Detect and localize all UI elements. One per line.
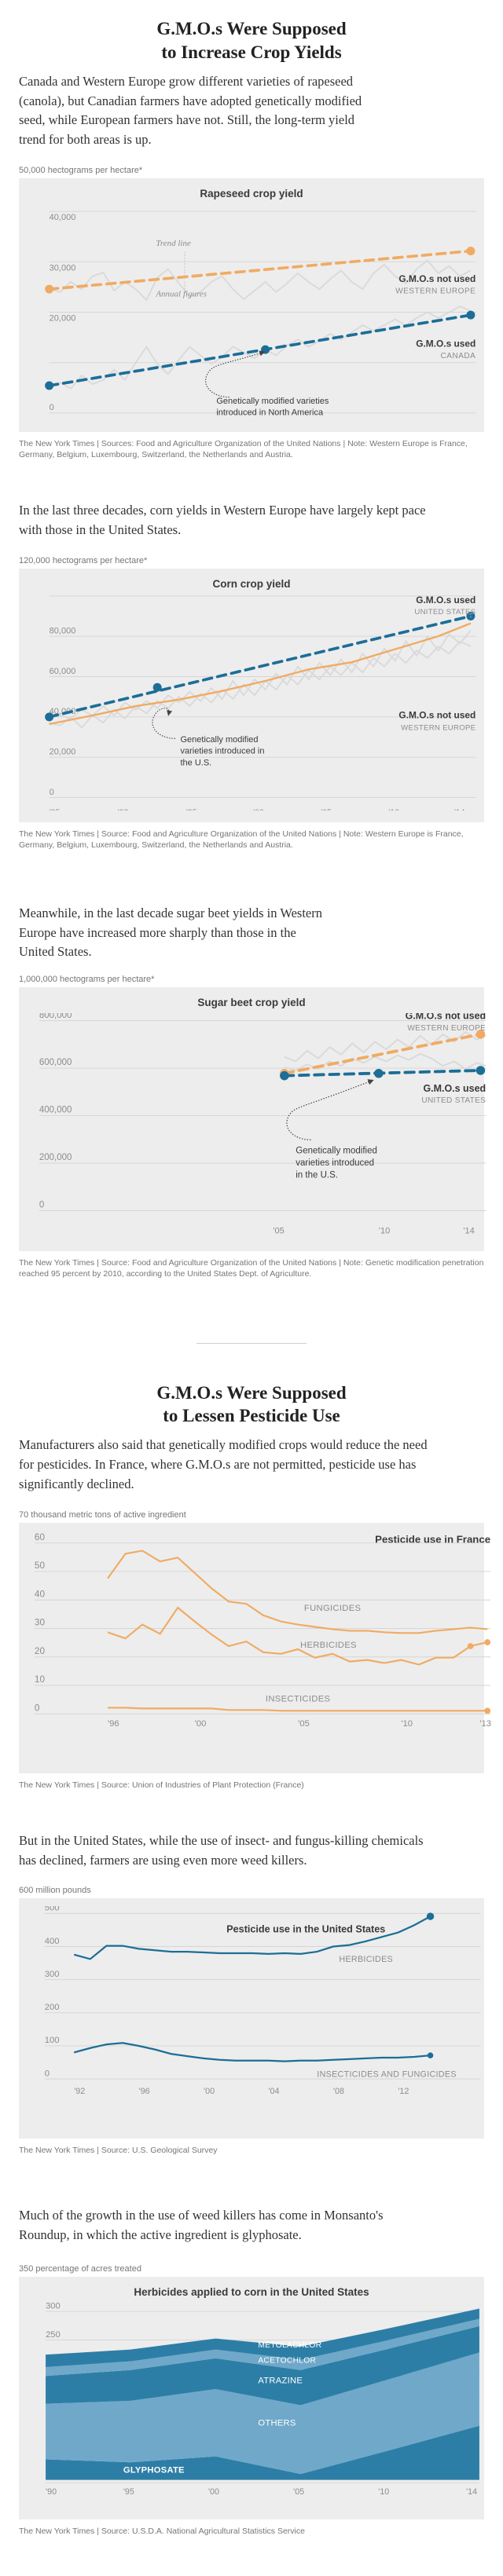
svg-text:GLYPHOSATE: GLYPHOSATE bbox=[123, 2465, 185, 2475]
svg-text:'96: '96 bbox=[108, 1719, 119, 1729]
svg-text:'14: '14 bbox=[463, 1227, 474, 1236]
svg-text:FUNGICIDES: FUNGICIDES bbox=[304, 1604, 361, 1613]
svg-text:500: 500 bbox=[45, 1906, 60, 1913]
svg-text:Pesticide use in France: Pesticide use in France bbox=[375, 1533, 490, 1545]
svg-text:varieties introduced in: varieties introduced in bbox=[181, 746, 265, 756]
svg-text:'90: '90 bbox=[46, 2487, 57, 2497]
svg-text:Pesticide use in the United St: Pesticide use in the United States bbox=[226, 1924, 385, 1935]
svg-text:100: 100 bbox=[45, 2036, 60, 2045]
svg-text:'10: '10 bbox=[378, 2487, 389, 2497]
svg-text:30: 30 bbox=[35, 1617, 46, 1627]
svg-text:0: 0 bbox=[39, 1201, 44, 1210]
svg-text:in the U.S.: in the U.S. bbox=[296, 1170, 338, 1180]
svg-text:'05: '05 bbox=[321, 807, 332, 810]
svg-text:G.M.O.s used: G.M.O.s used bbox=[416, 338, 475, 349]
svg-text:Genetically modified: Genetically modified bbox=[296, 1147, 377, 1156]
svg-text:0: 0 bbox=[45, 2069, 50, 2079]
svg-text:'14: '14 bbox=[454, 807, 465, 810]
svg-text:200: 200 bbox=[45, 2003, 60, 2012]
svg-text:80,000: 80,000 bbox=[50, 626, 76, 635]
svg-text:Genetically modified: Genetically modified bbox=[181, 735, 259, 745]
svg-text:0: 0 bbox=[50, 787, 54, 796]
svg-text:'12: '12 bbox=[398, 2087, 409, 2096]
svg-text:varieties introduced: varieties introduced bbox=[296, 1158, 374, 1168]
svg-text:'10: '10 bbox=[401, 1719, 413, 1729]
svg-text:UNITED STATES: UNITED STATES bbox=[421, 1096, 486, 1105]
svg-text:50: 50 bbox=[35, 1561, 46, 1571]
svg-text:INSECTICIDES: INSECTICIDES bbox=[266, 1694, 330, 1703]
svg-text:Annual figures: Annual figures bbox=[155, 289, 207, 298]
svg-text:G.M.O.s not used: G.M.O.s not used bbox=[398, 709, 475, 720]
svg-text:250: 250 bbox=[46, 2330, 61, 2340]
svg-text:'05: '05 bbox=[273, 1227, 284, 1236]
svg-text:ATRAZINE: ATRAZINE bbox=[258, 2376, 303, 2385]
svg-text:G.M.O.s not used: G.M.O.s not used bbox=[406, 1013, 486, 1022]
svg-text:the U.S.: the U.S. bbox=[181, 758, 212, 767]
svg-text:'85: '85 bbox=[50, 807, 61, 810]
svg-text:40: 40 bbox=[35, 1589, 46, 1599]
svg-text:WESTERN EUROPE: WESTERN EUROPE bbox=[395, 287, 475, 295]
svg-text:10: 10 bbox=[35, 1674, 46, 1685]
svg-text:G.M.O.s not used: G.M.O.s not used bbox=[398, 273, 475, 284]
svg-text:400: 400 bbox=[45, 1937, 60, 1946]
svg-text:300: 300 bbox=[45, 1970, 60, 1979]
svg-text:0: 0 bbox=[35, 1703, 40, 1713]
svg-text:0: 0 bbox=[50, 403, 54, 412]
svg-text:'05: '05 bbox=[298, 1719, 310, 1729]
svg-text:60: 60 bbox=[35, 1531, 46, 1542]
svg-text:60,000: 60,000 bbox=[50, 666, 76, 675]
svg-text:Genetically modified varieties: Genetically modified varieties bbox=[216, 397, 329, 406]
svg-text:METOLACHLOR: METOLACHLOR bbox=[258, 2341, 321, 2350]
svg-text:Trend line: Trend line bbox=[156, 239, 191, 248]
svg-text:'10: '10 bbox=[388, 807, 399, 810]
svg-text:'96: '96 bbox=[139, 2087, 150, 2096]
svg-text:'00: '00 bbox=[195, 1719, 207, 1729]
svg-text:'10: '10 bbox=[379, 1227, 390, 1236]
svg-text:introduced in North America: introduced in North America bbox=[216, 408, 324, 417]
svg-text:300: 300 bbox=[46, 2303, 61, 2311]
svg-text:'05: '05 bbox=[293, 2487, 304, 2497]
svg-text:'04: '04 bbox=[268, 2087, 279, 2096]
svg-text:HERBICIDES: HERBICIDES bbox=[300, 1641, 357, 1650]
svg-text:'00: '00 bbox=[204, 2087, 215, 2096]
svg-text:'13: '13 bbox=[479, 1719, 491, 1729]
svg-text:ACETOCHLOR: ACETOCHLOR bbox=[258, 2356, 316, 2365]
svg-text:800,000: 800,000 bbox=[39, 1013, 72, 1020]
svg-text:400,000: 400,000 bbox=[39, 1106, 72, 1115]
svg-text:'08: '08 bbox=[333, 2087, 344, 2096]
svg-text:600,000: 600,000 bbox=[39, 1058, 72, 1067]
svg-text:'90: '90 bbox=[118, 807, 129, 810]
svg-text:WESTERN EUROPE: WESTERN EUROPE bbox=[407, 1024, 486, 1033]
svg-text:'00: '00 bbox=[253, 807, 264, 810]
svg-text:WESTERN EUROPE: WESTERN EUROPE bbox=[401, 723, 475, 732]
svg-text:'92: '92 bbox=[74, 2087, 85, 2096]
svg-text:20,000: 20,000 bbox=[50, 313, 76, 323]
svg-text:G.M.O.s used: G.M.O.s used bbox=[423, 1083, 486, 1094]
svg-text:INSECTICIDES AND FUNGICIDES: INSECTICIDES AND FUNGICIDES bbox=[317, 2070, 456, 2080]
svg-text:'00: '00 bbox=[208, 2487, 219, 2497]
svg-text:'14: '14 bbox=[466, 2487, 477, 2497]
svg-text:HERBICIDES: HERBICIDES bbox=[339, 1955, 393, 1964]
svg-text:'95: '95 bbox=[186, 807, 197, 810]
svg-text:30,000: 30,000 bbox=[50, 263, 76, 273]
svg-text:40,000: 40,000 bbox=[50, 213, 76, 222]
svg-text:G.M.O.s used: G.M.O.s used bbox=[416, 595, 475, 606]
svg-text:UNITED STATES: UNITED STATES bbox=[414, 607, 475, 616]
svg-text:CANADA: CANADA bbox=[441, 352, 476, 360]
svg-text:20,000: 20,000 bbox=[50, 747, 76, 756]
svg-text:'95: '95 bbox=[123, 2487, 134, 2497]
svg-text:OTHERS: OTHERS bbox=[258, 2419, 296, 2428]
svg-text:200,000: 200,000 bbox=[39, 1153, 72, 1162]
svg-text:20: 20 bbox=[35, 1645, 46, 1656]
